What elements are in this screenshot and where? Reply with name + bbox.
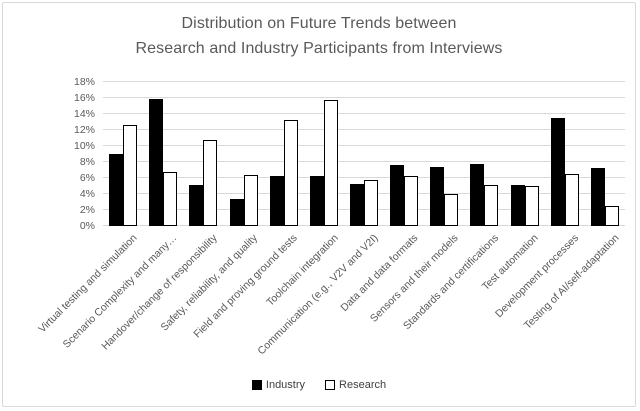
bar-group [103,82,143,226]
x-axis-labels: Virtual testing and simulation Scenario C… [36,227,625,365]
bar-industry [309,176,324,226]
bar-research [243,174,258,226]
bar-industry [109,154,124,226]
bar-industry [430,166,445,226]
bar-group [545,82,585,226]
bar-group [223,82,263,226]
gridline [103,113,625,114]
bar-industry [269,176,284,226]
bar-industry [590,168,605,226]
bar-research [524,186,539,226]
legend-research-label: Research [339,379,387,391]
x-axis-category-label: Field and proving ground tests [191,232,301,341]
gridline [103,177,625,178]
industry-swatch-icon [251,380,262,390]
bar-research [484,185,499,226]
x-axis-category-label: Testing of AI/self-adaptation [521,232,622,332]
chart-title: Distribution on Future Trends between Re… [3,12,635,62]
bar-group [505,82,545,226]
bar-industry [390,165,405,226]
bar-group [183,82,223,226]
x-axis-category-label: Communication (e.g., V2V and V2I) [255,232,381,358]
y-axis-tick-label: 12% [73,124,95,137]
chart-frame: Distribution on Future Trends between Re… [2,2,636,407]
y-axis-tick-label: 10% [73,140,95,152]
x-axis-category-label: Virtual testing and simulation [36,232,140,336]
bar-research [163,171,178,226]
bar-research [444,194,459,226]
x-axis-category-label: Standards and certifications [400,232,501,333]
x-axis-category-label: Scenario Complexity and many… [61,232,180,351]
bar-industry [470,164,485,226]
bar-industry [350,184,365,226]
bar-research [203,139,218,226]
y-axis-tick-label: 2% [79,204,95,217]
bar-industry [510,185,525,226]
bar-group [464,82,504,226]
bar-group [585,82,625,226]
bar-research [364,179,379,226]
y-axis-tick-label: 16% [73,92,95,105]
x-axis-category-label: Test automation [480,232,542,293]
gridline [103,145,625,146]
bar-group [344,82,384,226]
x-axis-category-label: Handover/change of responsibility [99,232,220,353]
legend: Industry Research [3,379,635,391]
bar-group [264,82,304,226]
gridline [103,161,625,162]
bar-industry [149,98,164,226]
bar-industry [229,198,244,226]
x-axis-category-label: Safety, reliability, and quality [158,232,261,334]
research-swatch-icon [325,380,336,390]
bar-research [564,174,579,226]
bar-layer [103,82,625,226]
x-axis-category-label: Sensors and their models [368,232,461,325]
y-axis-tick-label: 14% [73,108,95,120]
y-axis-tick-label: 0% [79,220,95,232]
legend-item-research: Research [325,379,386,391]
bar-group [424,82,464,226]
bar-research [323,100,338,226]
x-axis-category-label: Toolchain integration [263,232,341,309]
gridline [103,129,625,130]
bar-industry [189,185,204,226]
bar-group [143,82,183,226]
gridline [103,81,625,82]
legend-item-industry: Industry [251,379,306,391]
bar-industry [550,118,565,226]
bar-research [604,206,619,226]
y-axis-tick-label: 18% [73,76,95,88]
x-axis-category-label: Development processes [493,232,582,321]
chart-title-line2: Research and Industry Participants from … [135,39,503,57]
bar-group [304,82,344,226]
bar-research [404,176,419,226]
legend-industry-label: Industry [265,379,306,391]
chart-title-line1: Distribution on Future Trends between [181,15,457,32]
bar-group [384,82,424,226]
y-axis-tick-label: 8% [79,156,95,169]
x-axis-category-label: Data and data formats [338,232,421,314]
y-axis-tick-label: 4% [79,188,95,201]
gridline [103,97,625,98]
plot-area: 0% 2% 4% 6% 8% 10% 12% 14% 16% 18% [74,77,625,231]
bar-research [123,125,138,226]
bar-research [283,120,298,226]
y-axis-tick-label: 6% [79,172,95,185]
